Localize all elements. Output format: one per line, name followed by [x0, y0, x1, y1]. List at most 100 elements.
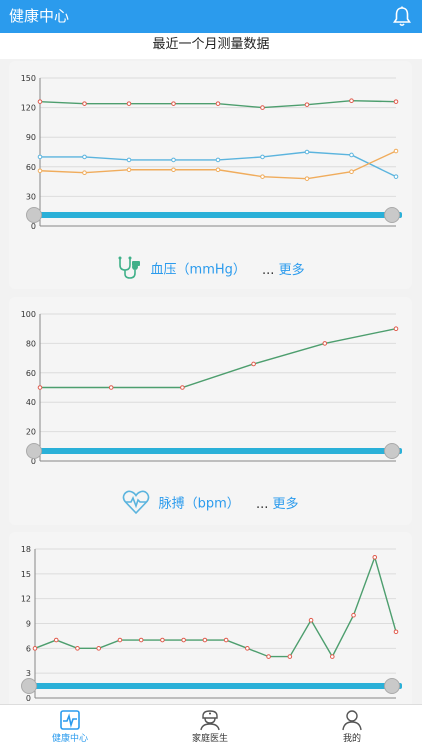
pulse-chart: 0 20 40 60 80 100 — [21, 310, 402, 466]
data-point — [108, 385, 114, 390]
health-monitor-icon — [60, 710, 80, 730]
data-point — [287, 654, 293, 659]
series-line — [40, 328, 397, 389]
data-point — [117, 637, 123, 643]
data-point — [322, 341, 328, 346]
data-point — [202, 637, 208, 643]
stethoscope-icon — [118, 256, 141, 279]
pulse-footer: 脉搏（bpm） ... 更多 — [9, 489, 412, 515]
data-point — [245, 646, 250, 651]
third-measure-chart: 0 3 6 9 12 15 18 — [21, 545, 402, 703]
data-point — [266, 654, 271, 659]
y-tick-label: 60 — [26, 163, 36, 172]
y-tick-label: 6 — [26, 644, 31, 653]
data-point — [126, 101, 132, 106]
more-prefix: ... — [262, 262, 275, 278]
data-point — [372, 554, 378, 560]
data-point — [393, 326, 399, 332]
y-tick-label: 90 — [26, 133, 36, 142]
data-point — [171, 157, 176, 163]
data-point — [37, 154, 43, 160]
data-point — [223, 637, 229, 643]
tab-label: 家庭医生 — [191, 734, 228, 744]
y-tick-label: 0 — [31, 222, 36, 231]
data-point — [37, 385, 43, 390]
pulse-more-link[interactable]: ... 更多 — [256, 497, 299, 512]
data-point — [82, 170, 87, 176]
y-tick-label: 150 — [21, 74, 36, 83]
more-label: 更多 — [278, 262, 305, 278]
blood-pressure-chart: 0 30 60 90 120 150 — [21, 74, 402, 231]
data-point — [351, 612, 356, 618]
tab-health-center[interactable]: 健康中心 — [0, 705, 140, 751]
data-point — [304, 149, 310, 155]
range-slider-track — [34, 212, 402, 218]
y-tick-label: 9 — [26, 620, 31, 629]
range-slider-handle-left[interactable] — [21, 678, 37, 694]
series-line — [34, 555, 397, 659]
tab-label: 健康中心 — [51, 734, 88, 744]
range-slider-handle-left[interactable] — [26, 443, 42, 459]
data-point — [260, 105, 265, 110]
y-tick-label: 3 — [26, 669, 31, 678]
data-point — [349, 152, 354, 158]
y-tick-label: 30 — [26, 192, 36, 201]
data-point — [96, 646, 102, 651]
blood-pressure-footer: 血压（mmHg） ... 更多 — [9, 256, 412, 280]
data-point — [251, 361, 256, 367]
y-tick-label: 80 — [26, 339, 36, 348]
data-point — [126, 167, 132, 173]
data-point — [260, 154, 265, 160]
data-point — [304, 176, 310, 181]
y-tick-label: 20 — [26, 428, 36, 437]
data-point — [53, 637, 59, 643]
user-icon — [342, 710, 362, 731]
y-tick-label: 12 — [21, 595, 31, 604]
data-point — [37, 99, 43, 104]
data-point — [171, 101, 176, 106]
third-measure-card: 0 3 6 9 12 15 18 — [9, 532, 412, 712]
blood-pressure-card: 0 30 60 90 120 150 血压（mmHg） ... 更多 — [9, 61, 412, 289]
data-point — [349, 169, 354, 175]
data-point — [215, 157, 221, 163]
data-point — [260, 174, 265, 179]
tab-mine[interactable]: 我的 — [282, 705, 422, 751]
doctor-icon — [200, 710, 220, 731]
data-point — [308, 617, 314, 623]
y-tick-label: 40 — [26, 398, 36, 407]
tab-family-doctor[interactable]: 家庭医生 — [140, 705, 280, 751]
blood-pressure-more-link[interactable]: ... 更多 — [262, 263, 305, 278]
y-tick-label: 15 — [21, 570, 31, 579]
blood-pressure-label: 血压（mmHg） — [150, 262, 246, 278]
data-point — [138, 637, 144, 643]
data-point — [37, 168, 43, 174]
y-tick-label: 18 — [21, 545, 31, 554]
bell-icon[interactable] — [392, 6, 412, 28]
y-tick-label: 100 — [21, 310, 36, 319]
app-title: 健康中心 — [9, 7, 70, 25]
range-slider-handle-right[interactable] — [384, 207, 400, 223]
heart-pulse-icon — [123, 490, 150, 515]
range-slider-track — [34, 448, 402, 454]
app-bar: 健康中心 — [0, 0, 422, 33]
data-point — [349, 98, 354, 103]
data-point — [82, 154, 87, 160]
data-point — [126, 157, 132, 163]
data-point — [32, 646, 38, 651]
data-point — [393, 148, 399, 154]
tab-label: 我的 — [342, 734, 361, 744]
y-tick-label: 60 — [26, 369, 36, 378]
range-slider-handle-right[interactable] — [384, 678, 400, 694]
data-point — [181, 637, 186, 643]
data-point — [393, 99, 399, 104]
range-slider-handle-left[interactable] — [26, 207, 42, 223]
data-point — [82, 101, 87, 106]
data-point — [75, 646, 80, 651]
data-point — [171, 167, 176, 173]
data-point — [329, 654, 335, 659]
data-point — [180, 385, 185, 390]
data-point — [215, 101, 221, 106]
range-slider-handle-right[interactable] — [384, 443, 400, 459]
pulse-label: 脉搏（bpm） — [158, 496, 240, 512]
data-point — [304, 102, 310, 107]
